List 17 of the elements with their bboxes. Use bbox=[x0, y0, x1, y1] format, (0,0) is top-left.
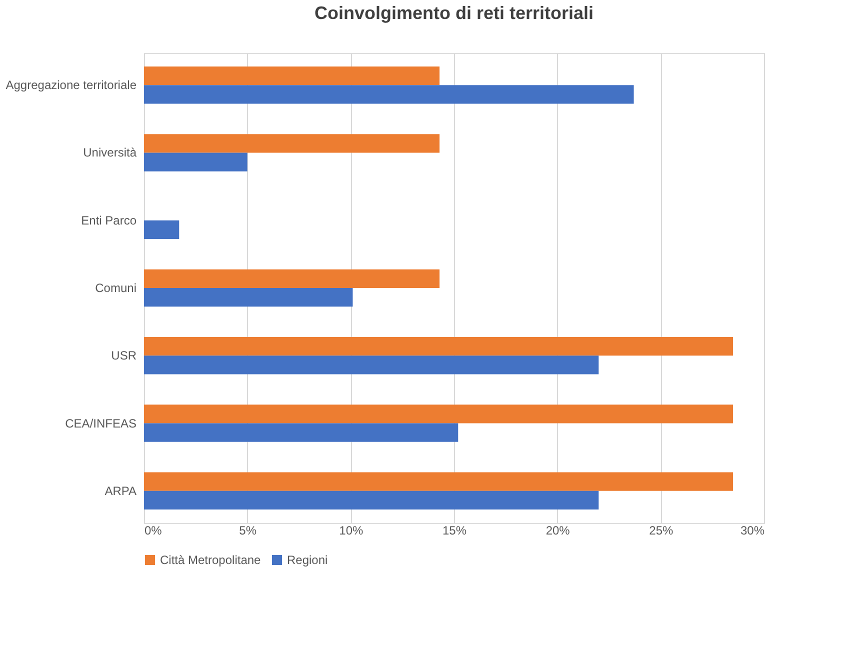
y-tick-label: ARPA bbox=[104, 484, 136, 498]
legend-label: Città Metropolitane bbox=[160, 553, 262, 567]
x-tick-label: 5% bbox=[239, 524, 257, 538]
y-tick-label: USR bbox=[111, 348, 137, 363]
y-tick-label: Università bbox=[83, 146, 137, 160]
legend-label: Regioni bbox=[287, 553, 328, 567]
y-tick-label: Enti Parco bbox=[81, 213, 137, 228]
y-tick-label: CEA/INFEAS bbox=[65, 416, 136, 430]
x-tick-label: 15% bbox=[442, 524, 467, 538]
y-tick-label: Aggregazione territoriale bbox=[6, 78, 137, 92]
x-tick-label: 25% bbox=[649, 524, 674, 538]
x-tick-label: 0% bbox=[144, 524, 162, 538]
chart-title: Coinvolgimento di reti territoriali bbox=[314, 3, 594, 23]
y-tick-label: Comuni bbox=[95, 281, 136, 295]
x-tick-label: 20% bbox=[546, 524, 570, 538]
x-tick-label: 30% bbox=[740, 524, 765, 538]
x-tick-label: 10% bbox=[339, 524, 364, 538]
